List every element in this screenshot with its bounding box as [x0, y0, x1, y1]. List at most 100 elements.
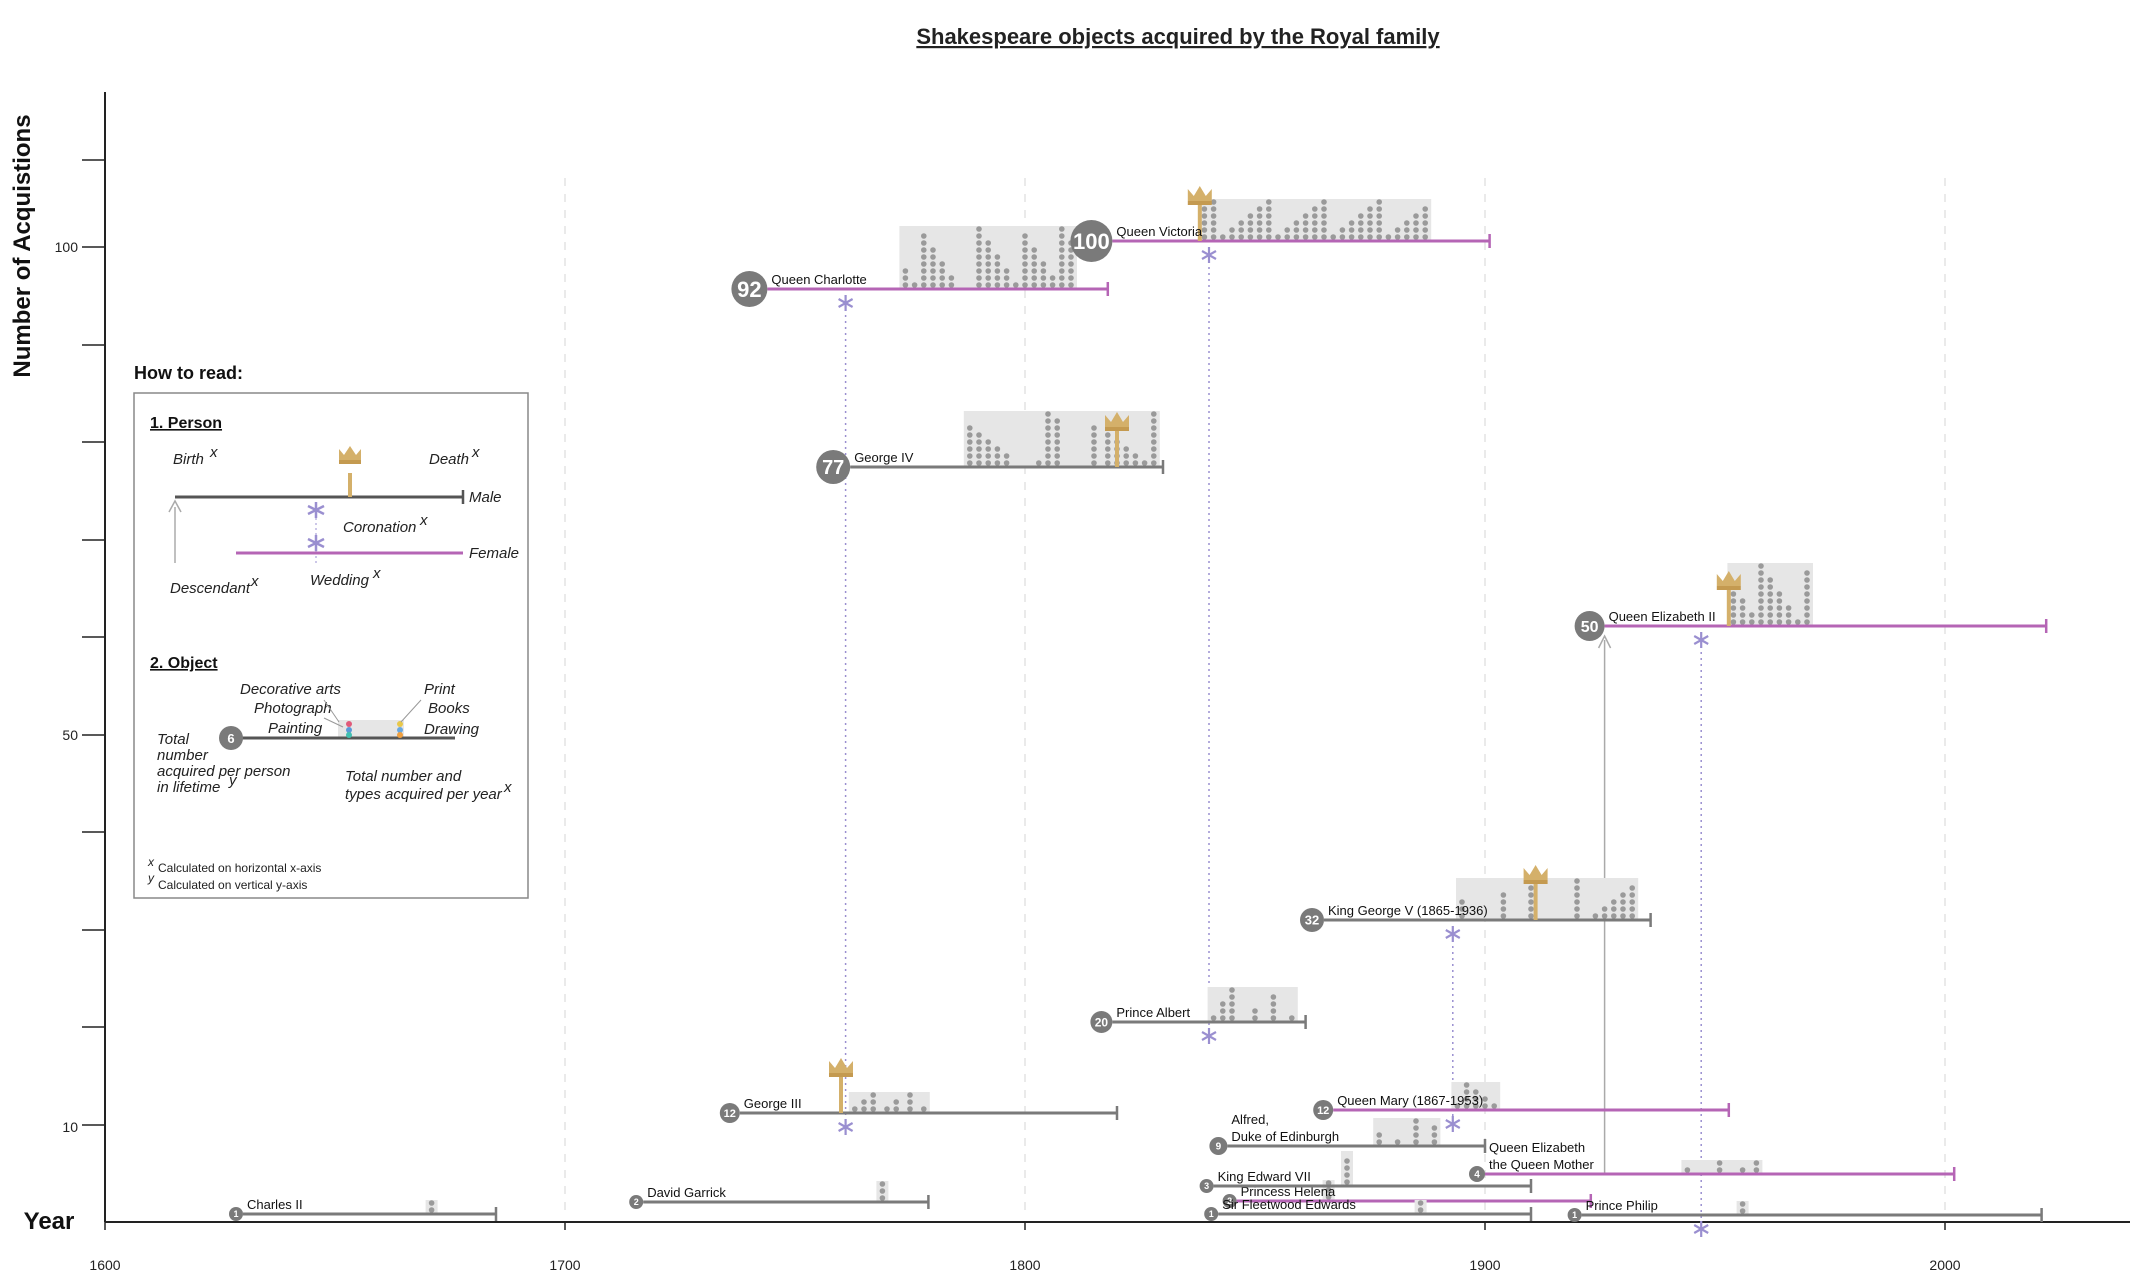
person-king-edward-vii: 3 King Edward VII	[1199, 1151, 1533, 1193]
acquisition-dot	[1358, 234, 1364, 240]
acquisition-dot	[1210, 227, 1217, 233]
person-name-line2: the Queen Mother	[1489, 1157, 1594, 1172]
acquisition-dot	[1758, 591, 1764, 597]
legend-pointer-photograph	[323, 717, 344, 728]
acquisition-dot	[1247, 227, 1254, 233]
acquisition-dot	[994, 453, 1001, 459]
acquisition-dot	[1054, 425, 1060, 431]
acquisition-dot	[1270, 1008, 1277, 1014]
person-name: Queen Charlotte	[771, 272, 866, 287]
acquisition-dot	[921, 282, 927, 288]
acquisition-dot	[1284, 227, 1290, 233]
legend-pointer-decorative	[323, 699, 340, 723]
acquisition-dot	[1629, 913, 1635, 919]
acquisition-dot	[1220, 1015, 1226, 1021]
acquisition-dot	[1247, 213, 1254, 219]
acquisition-dot	[1785, 619, 1792, 625]
acquisition-dot	[861, 1099, 867, 1105]
acquisition-dot	[1413, 213, 1419, 219]
total-circle	[1469, 1166, 1485, 1182]
acquisition-dot	[1059, 240, 1065, 246]
x-tick-label: 1800	[1009, 1257, 1040, 1273]
acquisition-dot	[1054, 453, 1060, 459]
person-george-iii: 12 George III	[719, 1058, 1119, 1135]
person-name: David Garrick	[647, 1185, 726, 1200]
acquisition-dot	[976, 432, 982, 438]
acquisition-dot	[1776, 612, 1783, 618]
acquisition-dot	[1003, 453, 1010, 459]
crown-icon	[1716, 571, 1741, 590]
acquisition-dot	[1500, 899, 1507, 905]
acquisition-dot	[1776, 591, 1783, 597]
acquisition-dot	[1413, 1125, 1419, 1131]
legend-drawing-label: Drawing	[424, 721, 480, 738]
acquisition-dot	[902, 268, 909, 274]
acquisition-dot	[1266, 220, 1272, 226]
acquisition-dot	[1040, 275, 1047, 281]
acquisition-dot	[1059, 233, 1065, 239]
acquisition-dot	[1270, 994, 1277, 1000]
acquisition-dot	[1302, 227, 1309, 233]
acquisition-dot	[1210, 1015, 1217, 1021]
acquisition-dot	[994, 268, 1001, 274]
acquisition-dot	[1767, 577, 1773, 583]
acquisition-dot	[1473, 1096, 1479, 1102]
acquisition-dot	[1151, 411, 1157, 417]
legend-total-sup: y	[228, 772, 238, 789]
acquisition-dot	[1091, 432, 1097, 438]
acquisition-dot	[1270, 1015, 1277, 1021]
legend-total-line4: in lifetime	[157, 779, 220, 796]
acquisition-dot	[1716, 1160, 1723, 1166]
x-axis-title: Year	[24, 1208, 75, 1235]
acquisition-dot	[1804, 591, 1810, 597]
acquisition-dot	[994, 460, 1001, 466]
acquisition-dot	[852, 1106, 858, 1112]
acquisition-dot	[1141, 460, 1148, 466]
acquisition-dot	[930, 275, 936, 281]
person-name: George IV	[854, 450, 914, 465]
acquisition-dot	[994, 446, 1001, 452]
legend-section-object: 2. Object	[150, 655, 218, 672]
legend-painting-label: Painting	[268, 720, 323, 737]
legend-wedding-label: Wedding	[310, 572, 370, 589]
acquisition-dot	[1031, 247, 1037, 253]
acquisition-dot	[1344, 1179, 1350, 1185]
acquisition-dot	[985, 254, 991, 260]
acquisition-dot	[1068, 282, 1074, 288]
acquisition-dot	[1302, 220, 1309, 226]
legend-section-person: 1. Person	[150, 415, 222, 432]
acquisition-dot	[967, 453, 973, 459]
acquisition-dot	[1325, 1187, 1332, 1193]
acquisition-dot	[1238, 234, 1244, 240]
acquisition-dot	[994, 254, 1001, 260]
acquisition-dot	[1045, 453, 1051, 459]
acquisition-dot	[1739, 619, 1746, 625]
acquisition-dot	[976, 226, 982, 232]
acquisition-dot	[1358, 220, 1364, 226]
person-george-iv: 77 George IV	[816, 411, 1165, 484]
acquisition-dot	[1574, 899, 1580, 905]
legend-note-y: Calculated on vertical y-axis	[158, 878, 307, 892]
acquisition-dot	[1758, 612, 1764, 618]
acquisition-dot	[1091, 446, 1097, 452]
acquisition-dot	[1031, 261, 1037, 267]
acquisition-dot	[879, 1181, 886, 1187]
acquisition-dot	[1252, 1015, 1258, 1021]
acquisition-dot	[879, 1195, 886, 1201]
acquisition-dot	[1592, 913, 1599, 919]
acquisition-dot	[1123, 460, 1129, 466]
acquisition-dot	[1201, 206, 1208, 212]
acquisition-dot	[1339, 227, 1346, 233]
acquisition-dot	[976, 268, 982, 274]
acquisition-dot	[930, 268, 936, 274]
acquisition-dot	[1482, 1096, 1488, 1102]
acquisition-dot	[1795, 619, 1801, 625]
wedding-icon	[1445, 1116, 1461, 1132]
acquisition-dot	[976, 439, 982, 445]
acquisition-dot	[1201, 234, 1208, 240]
acquisition-dot	[1454, 1103, 1461, 1109]
total-circle	[1313, 1100, 1334, 1120]
acquisition-dot	[1105, 460, 1111, 466]
acquisition-dot	[1293, 227, 1300, 233]
